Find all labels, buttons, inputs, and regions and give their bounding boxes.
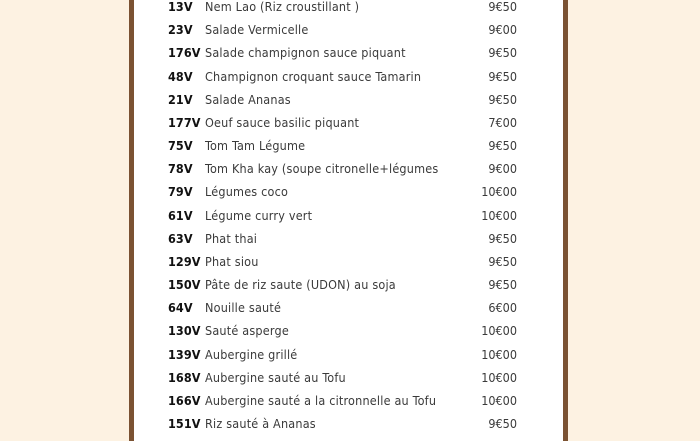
menu-item-price: 6€00 bbox=[488, 300, 517, 316]
menu-item-price: 9€50 bbox=[488, 277, 517, 293]
menu-item-name: Tom Kha kay (soupe citronelle+légumes bbox=[205, 161, 439, 177]
menu-item: 151V Riz sauté à Ananas 9€50 bbox=[134, 414, 563, 434]
menu-item: 129V Phat siou 9€50 bbox=[134, 252, 563, 272]
menu-item-name: Riz sauté à Ananas bbox=[205, 416, 316, 432]
menu-item: 168V Aubergine sauté au Tofu 10€00 bbox=[134, 368, 563, 388]
menu-item-code: 150V bbox=[168, 277, 201, 293]
menu-item: 75V Tom Tam Légume 9€50 bbox=[134, 136, 563, 156]
menu-item-code: 78V bbox=[168, 161, 193, 177]
menu-item-price: 10€00 bbox=[481, 392, 517, 408]
menu-item-price: 10€00 bbox=[481, 323, 517, 339]
menu-item-name: Aubergine sauté a la citronnelle au Tofu bbox=[205, 392, 437, 408]
menu-item: 166V Aubergine sauté a la citronnelle au … bbox=[134, 391, 563, 411]
menu-item-code: 151V bbox=[168, 416, 201, 432]
menu-item: 130V Sauté asperge 10€00 bbox=[134, 321, 563, 341]
menu-item-name: Salade Vermicelle bbox=[205, 22, 309, 38]
menu-item-price: 9€50 bbox=[488, 0, 517, 14]
menu-item-price: 9€50 bbox=[488, 68, 517, 84]
menu-item-price: 9€00 bbox=[488, 161, 517, 177]
menu-item-name: Phat siou bbox=[205, 253, 259, 269]
menu-item-price: 9€50 bbox=[488, 138, 517, 154]
menu-item: 48V Champignon croquant sauce Tamarin 9€50 bbox=[134, 67, 563, 87]
menu-item: 13V Nem Lao (Riz croustillant ) 9€50 bbox=[134, 0, 563, 17]
menu-item-name: Phat thai bbox=[205, 230, 258, 246]
menu-item: 61V Légume curry vert 10€00 bbox=[134, 206, 563, 226]
menu-item-code: 75V bbox=[168, 138, 193, 154]
menu-item-code: 13V bbox=[168, 0, 193, 14]
menu-item-price: 9€50 bbox=[488, 253, 517, 269]
menu-item-name: Aubergine sauté au Tofu bbox=[205, 369, 346, 385]
menu-item-code: 21V bbox=[168, 91, 193, 107]
menu-item-name: Salade champignon sauce piquant bbox=[205, 45, 406, 61]
menu-item-name: Salade Ananas bbox=[205, 91, 291, 107]
menu-item: 63V Phat thai 9€50 bbox=[134, 229, 563, 249]
menu-item-code: 129V bbox=[168, 253, 201, 269]
menu-item-price: 10€00 bbox=[481, 207, 517, 223]
menu-item: 23V Salade Vermicelle 9€00 bbox=[134, 20, 563, 40]
menu-item-code: 166V bbox=[168, 392, 201, 408]
menu-item: 78V Tom Kha kay (soupe citronelle+légumes… bbox=[134, 159, 563, 179]
menu-panel: 13V Nem Lao (Riz croustillant ) 9€50 23V Sal… bbox=[129, 0, 568, 441]
menu-item-code: 130V bbox=[168, 323, 201, 339]
menu-item-name: Nouille sauté bbox=[205, 300, 282, 316]
menu-item: 64V Nouille sauté 6€00 bbox=[134, 298, 563, 318]
menu-item-code: 61V bbox=[168, 207, 193, 223]
menu-item-name: Oeuf sauce basilic piquant bbox=[205, 114, 360, 130]
menu-item: 79V Légumes coco 10€00 bbox=[134, 182, 563, 202]
menu-item-price: 9€50 bbox=[488, 91, 517, 107]
menu-item-name: Légumes coco bbox=[205, 184, 289, 200]
menu-item-code: 23V bbox=[168, 22, 193, 38]
menu-item-code: 79V bbox=[168, 184, 193, 200]
menu-item: 21V Salade Ananas 9€50 bbox=[134, 90, 563, 110]
menu-item-name: Pâte de riz saute (UDON) au soja bbox=[205, 277, 396, 293]
menu-item-code: 176V bbox=[168, 45, 201, 61]
menu-item: 139V Aubergine grillé 10€00 bbox=[134, 345, 563, 365]
menu-item: 150V Pâte de riz saute (UDON) au soja 9€50 bbox=[134, 275, 563, 295]
menu-item-price: 10€00 bbox=[481, 369, 517, 385]
menu-item-price: 9€50 bbox=[488, 230, 517, 246]
menu-item-price: 10€00 bbox=[481, 184, 517, 200]
menu-item-code: 48V bbox=[168, 68, 193, 84]
menu-item-code: 168V bbox=[168, 369, 201, 385]
menu-item-code: 63V bbox=[168, 230, 193, 246]
menu-item-code: 177V bbox=[168, 114, 201, 130]
menu-item-name: Aubergine grillé bbox=[205, 346, 298, 362]
menu-item-name: Nem Lao (Riz croustillant ) bbox=[205, 0, 360, 14]
menu-item-price: 10€00 bbox=[481, 346, 517, 362]
menu-item-code: 139V bbox=[168, 346, 201, 362]
menu-item-code: 64V bbox=[168, 300, 193, 316]
menu-item-name: Légume curry vert bbox=[205, 207, 313, 223]
menu-item-price: 7€00 bbox=[488, 114, 517, 130]
menu-item: 177V Oeuf sauce basilic piquant 7€00 bbox=[134, 113, 563, 133]
menu-item-price: 9€00 bbox=[488, 22, 517, 38]
menu-item: 176V Salade champignon sauce piquant 9€50 bbox=[134, 43, 563, 63]
menu-item-price: 9€50 bbox=[488, 416, 517, 432]
menu-item-name: Sauté asperge bbox=[205, 323, 289, 339]
menu-item-name: Tom Tam Légume bbox=[205, 138, 306, 154]
menu-item-price: 9€50 bbox=[488, 45, 517, 61]
menu-item-name: Champignon croquant sauce Tamarin bbox=[205, 68, 422, 84]
